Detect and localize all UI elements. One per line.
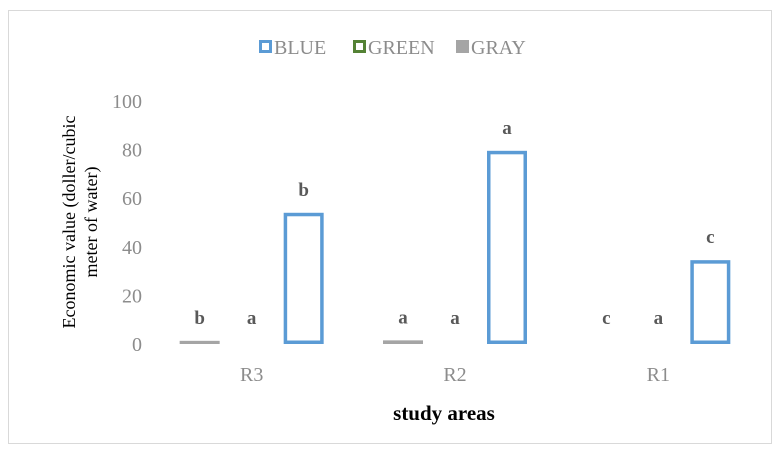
x-tick-label: R1: [647, 364, 670, 386]
y-tick-label: 80: [122, 140, 142, 162]
data-label: c: [602, 308, 610, 329]
legend-label-gray: GRAY: [471, 37, 526, 59]
bar-gray: [383, 340, 423, 344]
chart-frame: [8, 10, 772, 444]
y-tick-label: 20: [122, 285, 142, 307]
legend-label-green: GREEN: [368, 37, 435, 59]
y-tick-label: 40: [122, 237, 142, 259]
legend-swatch-green: [353, 40, 366, 53]
x-axis-label: study areas: [393, 401, 495, 425]
bar-blue: [690, 260, 731, 345]
y-axis: 0 20 40 60 80 100: [112, 91, 142, 356]
data-label: a: [247, 308, 257, 329]
bars: [179, 150, 731, 345]
y-tick-label: 60: [122, 188, 142, 210]
legend-label-blue: BLUE: [274, 37, 326, 59]
y-axis-label: Economic value (doller/cubic meter of wat…: [59, 116, 102, 329]
data-label: a: [450, 308, 460, 329]
data-label: b: [298, 180, 309, 201]
y-tick-label: 0: [132, 334, 142, 356]
legend-swatch-gray: [456, 40, 469, 53]
data-label: b: [194, 308, 205, 329]
data-labels: b a b a a a c a c: [194, 118, 714, 329]
y-tick-label: 100: [112, 91, 142, 113]
data-label: a: [398, 307, 408, 328]
x-tick-label: R3: [240, 364, 263, 386]
bar-blue: [487, 150, 527, 344]
bar-blue: [283, 212, 324, 344]
x-axis: R3 R2 R1: [240, 364, 670, 386]
data-label: a: [502, 118, 512, 139]
legend-swatch-blue: [259, 40, 272, 53]
x-tick-label: R2: [443, 364, 466, 386]
data-label: c: [706, 227, 714, 248]
data-label: a: [654, 308, 664, 329]
legend: BLUE GREEN GRAY: [259, 37, 526, 59]
bar-gray: [179, 340, 220, 344]
